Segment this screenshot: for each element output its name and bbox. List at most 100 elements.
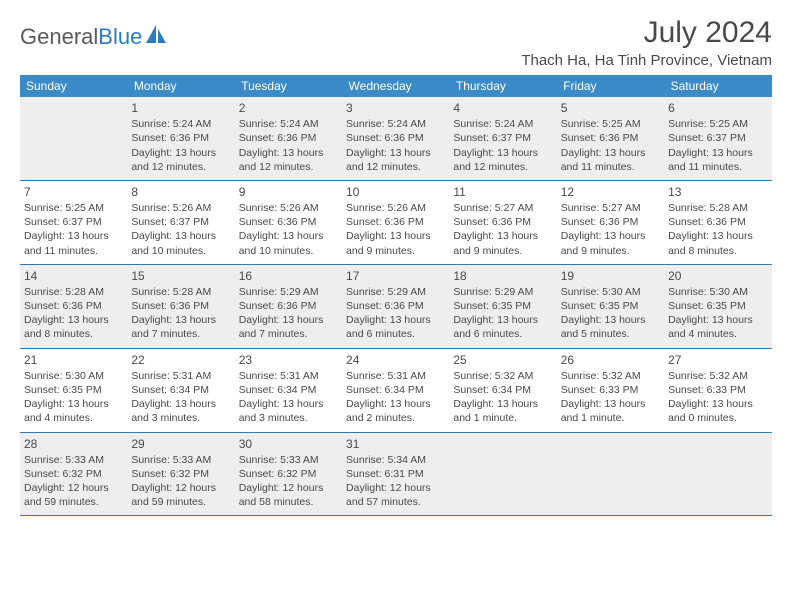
day-header: Thursday xyxy=(449,75,556,97)
sunset-line: Sunset: 6:36 PM xyxy=(239,131,338,145)
day-number: 27 xyxy=(668,352,767,368)
day-number: 9 xyxy=(239,184,338,200)
sunrise-line: Sunrise: 5:28 AM xyxy=(131,285,230,299)
sunset-line: Sunset: 6:34 PM xyxy=(346,383,445,397)
sunset-line: Sunset: 6:35 PM xyxy=(561,299,660,313)
day-header: Wednesday xyxy=(342,75,449,97)
sunset-line: Sunset: 6:34 PM xyxy=(131,383,230,397)
sunrise-line: Sunrise: 5:31 AM xyxy=(239,369,338,383)
daylight-line: Daylight: 12 hours and 58 minutes. xyxy=(239,481,338,509)
sunrise-line: Sunrise: 5:26 AM xyxy=(239,201,338,215)
calendar-header-row: SundayMondayTuesdayWednesdayThursdayFrid… xyxy=(20,75,772,97)
day-number: 13 xyxy=(668,184,767,200)
sunrise-line: Sunrise: 5:25 AM xyxy=(561,117,660,131)
sunset-line: Sunset: 6:36 PM xyxy=(346,215,445,229)
day-number: 4 xyxy=(453,100,552,116)
calendar-day-cell: 22Sunrise: 5:31 AMSunset: 6:34 PMDayligh… xyxy=(127,348,234,432)
day-header: Tuesday xyxy=(235,75,342,97)
calendar-day-cell: 8Sunrise: 5:26 AMSunset: 6:37 PMDaylight… xyxy=(127,180,234,264)
daylight-line: Daylight: 13 hours and 5 minutes. xyxy=(561,313,660,341)
day-number: 19 xyxy=(561,268,660,284)
sunset-line: Sunset: 6:37 PM xyxy=(24,215,123,229)
daylight-line: Daylight: 13 hours and 3 minutes. xyxy=(239,397,338,425)
sunset-line: Sunset: 6:37 PM xyxy=(131,215,230,229)
calendar-day-cell: 18Sunrise: 5:29 AMSunset: 6:35 PMDayligh… xyxy=(449,264,556,348)
calendar-day-cell: 9Sunrise: 5:26 AMSunset: 6:36 PMDaylight… xyxy=(235,180,342,264)
day-number: 1 xyxy=(131,100,230,116)
day-number: 29 xyxy=(131,436,230,452)
day-number: 8 xyxy=(131,184,230,200)
calendar-day-cell: 27Sunrise: 5:32 AMSunset: 6:33 PMDayligh… xyxy=(664,348,771,432)
day-number: 26 xyxy=(561,352,660,368)
sunset-line: Sunset: 6:36 PM xyxy=(131,131,230,145)
sunset-line: Sunset: 6:31 PM xyxy=(346,467,445,481)
sunset-line: Sunset: 6:36 PM xyxy=(346,131,445,145)
day-number: 11 xyxy=(453,184,552,200)
calendar-day-cell: 2Sunrise: 5:24 AMSunset: 6:36 PMDaylight… xyxy=(235,97,342,180)
daylight-line: Daylight: 13 hours and 10 minutes. xyxy=(131,229,230,257)
day-number: 14 xyxy=(24,268,123,284)
sunrise-line: Sunrise: 5:33 AM xyxy=(24,453,123,467)
sunrise-line: Sunrise: 5:24 AM xyxy=(131,117,230,131)
sunset-line: Sunset: 6:33 PM xyxy=(561,383,660,397)
sunset-line: Sunset: 6:37 PM xyxy=(453,131,552,145)
day-number: 5 xyxy=(561,100,660,116)
sunrise-line: Sunrise: 5:31 AM xyxy=(131,369,230,383)
sunset-line: Sunset: 6:37 PM xyxy=(668,131,767,145)
daylight-line: Daylight: 12 hours and 59 minutes. xyxy=(24,481,123,509)
daylight-line: Daylight: 13 hours and 9 minutes. xyxy=(346,229,445,257)
sunset-line: Sunset: 6:36 PM xyxy=(561,215,660,229)
calendar-day-cell: 31Sunrise: 5:34 AMSunset: 6:31 PMDayligh… xyxy=(342,432,449,516)
sunset-line: Sunset: 6:35 PM xyxy=(24,383,123,397)
sunrise-line: Sunrise: 5:30 AM xyxy=(668,285,767,299)
daylight-line: Daylight: 13 hours and 7 minutes. xyxy=(131,313,230,341)
day-number: 25 xyxy=(453,352,552,368)
daylight-line: Daylight: 13 hours and 11 minutes. xyxy=(668,146,767,174)
calendar-day-cell: 20Sunrise: 5:30 AMSunset: 6:35 PMDayligh… xyxy=(664,264,771,348)
day-number: 17 xyxy=(346,268,445,284)
sunset-line: Sunset: 6:36 PM xyxy=(453,215,552,229)
sunset-line: Sunset: 6:35 PM xyxy=(453,299,552,313)
daylight-line: Daylight: 13 hours and 8 minutes. xyxy=(668,229,767,257)
day-number: 28 xyxy=(24,436,123,452)
sunset-line: Sunset: 6:32 PM xyxy=(131,467,230,481)
day-header: Sunday xyxy=(20,75,127,97)
daylight-line: Daylight: 12 hours and 59 minutes. xyxy=(131,481,230,509)
day-header: Saturday xyxy=(664,75,771,97)
day-number: 31 xyxy=(346,436,445,452)
day-header: Monday xyxy=(127,75,234,97)
calendar-day-cell: 19Sunrise: 5:30 AMSunset: 6:35 PMDayligh… xyxy=(557,264,664,348)
sunrise-line: Sunrise: 5:32 AM xyxy=(561,369,660,383)
calendar-day-cell: 24Sunrise: 5:31 AMSunset: 6:34 PMDayligh… xyxy=(342,348,449,432)
daylight-line: Daylight: 13 hours and 12 minutes. xyxy=(239,146,338,174)
calendar-day-cell: 29Sunrise: 5:33 AMSunset: 6:32 PMDayligh… xyxy=(127,432,234,516)
day-number: 18 xyxy=(453,268,552,284)
sunrise-line: Sunrise: 5:24 AM xyxy=(346,117,445,131)
logo-sail-icon xyxy=(146,25,168,50)
sunrise-line: Sunrise: 5:26 AM xyxy=(346,201,445,215)
calendar-day-cell xyxy=(20,97,127,180)
daylight-line: Daylight: 13 hours and 10 minutes. xyxy=(239,229,338,257)
calendar-day-cell: 30Sunrise: 5:33 AMSunset: 6:32 PMDayligh… xyxy=(235,432,342,516)
calendar-week-row: 7Sunrise: 5:25 AMSunset: 6:37 PMDaylight… xyxy=(20,180,772,264)
day-number: 21 xyxy=(24,352,123,368)
sunrise-line: Sunrise: 5:24 AM xyxy=(453,117,552,131)
calendar-week-row: 14Sunrise: 5:28 AMSunset: 6:36 PMDayligh… xyxy=(20,264,772,348)
calendar-week-row: 28Sunrise: 5:33 AMSunset: 6:32 PMDayligh… xyxy=(20,432,772,516)
sunrise-line: Sunrise: 5:33 AM xyxy=(239,453,338,467)
sunset-line: Sunset: 6:34 PM xyxy=(453,383,552,397)
calendar-day-cell: 13Sunrise: 5:28 AMSunset: 6:36 PMDayligh… xyxy=(664,180,771,264)
calendar-day-cell: 16Sunrise: 5:29 AMSunset: 6:36 PMDayligh… xyxy=(235,264,342,348)
calendar-day-cell: 15Sunrise: 5:28 AMSunset: 6:36 PMDayligh… xyxy=(127,264,234,348)
sunrise-line: Sunrise: 5:34 AM xyxy=(346,453,445,467)
sunrise-line: Sunrise: 5:32 AM xyxy=(668,369,767,383)
day-number: 20 xyxy=(668,268,767,284)
calendar-day-cell: 12Sunrise: 5:27 AMSunset: 6:36 PMDayligh… xyxy=(557,180,664,264)
calendar-day-cell: 4Sunrise: 5:24 AMSunset: 6:37 PMDaylight… xyxy=(449,97,556,180)
daylight-line: Daylight: 13 hours and 2 minutes. xyxy=(346,397,445,425)
daylight-line: Daylight: 13 hours and 12 minutes. xyxy=(453,146,552,174)
day-number: 15 xyxy=(131,268,230,284)
daylight-line: Daylight: 13 hours and 7 minutes. xyxy=(239,313,338,341)
calendar-day-cell: 6Sunrise: 5:25 AMSunset: 6:37 PMDaylight… xyxy=(664,97,771,180)
sunrise-line: Sunrise: 5:30 AM xyxy=(24,369,123,383)
